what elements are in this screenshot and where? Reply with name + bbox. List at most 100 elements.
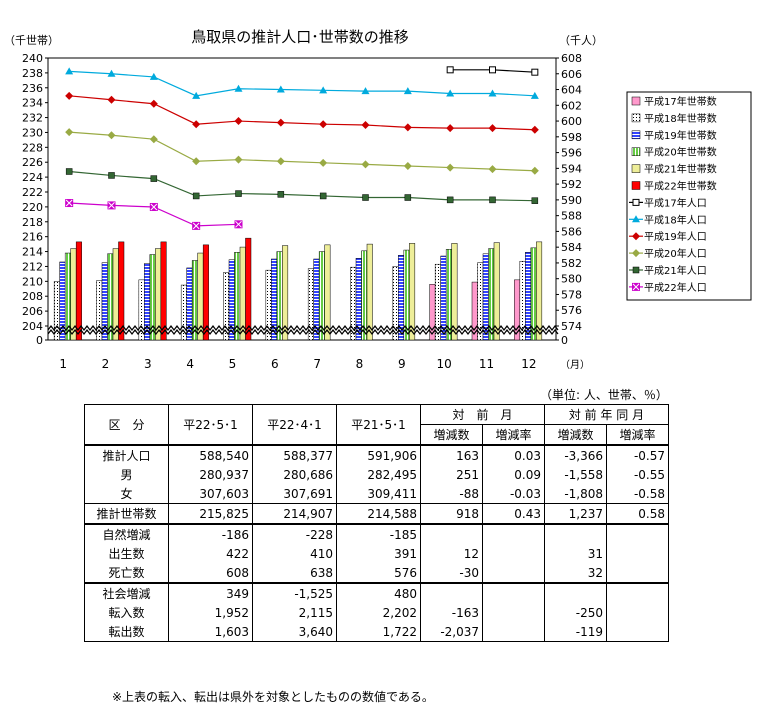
legend-label: 平成20年世帯数	[644, 146, 717, 159]
left-axis-tick-label: 222	[22, 186, 43, 199]
table-row: 死亡数 608 638 576 -30 32	[84, 563, 669, 584]
x-tick-label: 7	[313, 357, 321, 371]
cell-c2: 307,691	[252, 484, 337, 504]
x-tick-label: 4	[186, 357, 194, 371]
cell-m-rate: 0.09	[482, 465, 545, 484]
population-point	[530, 91, 539, 99]
cell-c3: 480	[336, 582, 421, 603]
left-axis-tick-label: 220	[22, 201, 43, 214]
cell-y-change: -1,558	[544, 465, 607, 484]
population-point	[107, 69, 116, 77]
cell-y-change: -3,366	[544, 444, 607, 465]
cell-m-rate	[482, 582, 545, 603]
population-point	[446, 196, 454, 204]
row-label: 推計人口	[84, 444, 169, 465]
cell-y-rate	[606, 523, 669, 544]
legend-swatch	[631, 147, 641, 156]
household-bar	[493, 242, 500, 341]
left-axis-tick-label: 224	[22, 171, 43, 184]
household-bar	[160, 241, 167, 341]
statistics-table: 区 分 平22･5･1 平22･4･1 平21･5･1 対 前 月 対 前 年 …	[84, 404, 669, 642]
population-point	[362, 194, 369, 201]
cell-m-rate	[482, 523, 545, 544]
population-point	[192, 192, 200, 200]
population-point	[149, 72, 158, 80]
legend: 平成17年世帯数平成18年世帯数平成19年世帯数平成20年世帯数平成21年世帯数…	[626, 91, 752, 301]
cell-y-rate: -0.55	[606, 465, 669, 484]
x-tick-label: 5	[229, 357, 237, 371]
population-point	[276, 85, 285, 93]
table-row: 女 307,603 307,691 309,411 -88 -0.03 -1,808 -0.5…	[84, 484, 669, 504]
footnote: ※上表の転入、転出は県外を対象としたものの数値である。	[112, 690, 434, 704]
row-label: 転入数	[84, 603, 169, 622]
household-bar	[409, 243, 416, 341]
header-vs-prev-month: 対 前 月	[420, 404, 545, 425]
population-point	[65, 91, 74, 100]
population-point	[234, 220, 243, 229]
population-point	[65, 199, 74, 208]
population-point	[276, 157, 285, 166]
population-line	[69, 170, 535, 202]
population-point	[446, 124, 455, 133]
population-point	[489, 196, 496, 204]
chart-title: 鳥取県の推計人口･世帯数の推移	[191, 28, 409, 46]
household-bar	[245, 237, 252, 341]
cell-c1: 608	[168, 563, 253, 584]
cell-c1: 349	[168, 582, 253, 603]
population-line	[69, 70, 535, 97]
population-point	[319, 192, 327, 200]
left-axis-tick-label: 204	[22, 320, 43, 333]
cell-m-rate: -0.03	[482, 484, 545, 504]
population-point	[446, 89, 455, 97]
population-household-chart: 鳥取県の推計人口･世帯数の推移 （千世帯） （千人） 0204206208210…	[4, 28, 752, 371]
right-axis-tick-label: 574	[561, 320, 582, 333]
household-bar	[366, 243, 373, 341]
cell-y-rate	[606, 582, 669, 603]
left-axis-tick-label: 236	[22, 82, 43, 95]
cell-m-change: 12	[420, 544, 483, 563]
left-axis-tick-label: 218	[22, 216, 43, 229]
cell-y-change: -250	[544, 603, 607, 622]
population-point	[488, 124, 497, 133]
population-point	[65, 67, 74, 75]
population-point	[403, 123, 412, 132]
cell-y-change: 32	[544, 563, 607, 584]
x-tick-label: 1	[59, 357, 67, 371]
left-axis-tick-label: 210	[22, 275, 43, 288]
left-axis-tick-label: 230	[22, 126, 43, 139]
legend-label: 平成19年世帯数	[644, 129, 717, 142]
row-label: 死亡数	[84, 563, 169, 584]
legend-label: 平成18年人口	[644, 213, 707, 226]
cell-c3: 282,495	[336, 465, 421, 484]
cell-y-rate	[606, 603, 669, 622]
table-row: 推計人口 588,540 588,377 591,906 163 0.03 -3,366 -0…	[84, 444, 669, 465]
right-axis-tick-label: 0	[561, 334, 568, 347]
legend-label: 平成22年人口	[644, 281, 707, 294]
population-point	[234, 117, 243, 126]
cell-m-rate	[482, 603, 545, 622]
left-axis-tick-label: 208	[22, 290, 43, 303]
household-bar	[53, 281, 60, 341]
population-point	[446, 66, 454, 74]
x-tick-label: 12	[521, 357, 536, 371]
population-point	[276, 118, 285, 127]
legend-marker	[632, 282, 640, 291]
x-tick-label: 8	[356, 357, 364, 371]
right-axis-tick-label: 576	[561, 304, 582, 317]
population-point	[65, 168, 73, 175]
cell-c1: 588,540	[168, 444, 253, 465]
cell-m-rate	[482, 563, 545, 584]
population-point	[107, 95, 116, 104]
header-category: 区 分	[84, 404, 169, 446]
row-label: 転出数	[84, 622, 169, 642]
table-row: 転入数 1,952 2,115 2,202 -163 -250	[84, 603, 669, 622]
row-label: 男	[84, 465, 169, 484]
cell-y-change: -119	[544, 622, 607, 642]
x-tick-label: 3	[144, 357, 152, 371]
population-point	[149, 135, 158, 144]
right-axis-tick-label: 586	[561, 225, 582, 238]
header-col2: 平22･4･1	[252, 404, 337, 446]
legend-marker	[632, 198, 640, 206]
population-point	[361, 160, 370, 169]
cell-c1: 280,937	[168, 465, 253, 484]
